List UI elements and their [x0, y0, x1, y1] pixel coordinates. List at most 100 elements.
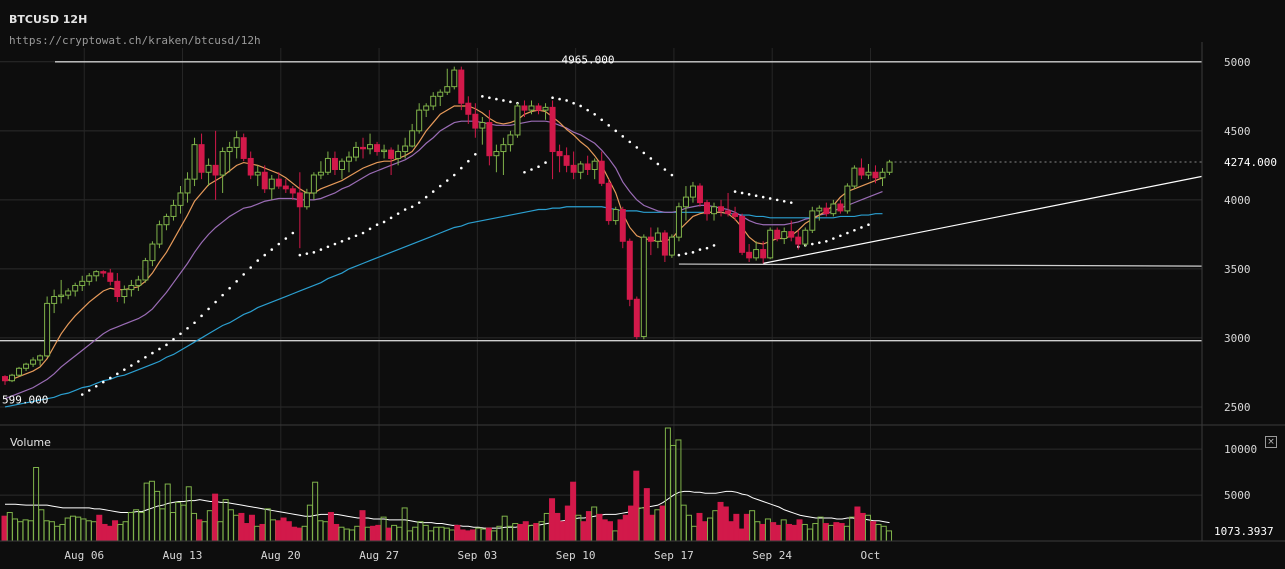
volume-bar — [522, 521, 529, 542]
volume-bar — [575, 514, 582, 542]
volume-bar — [270, 519, 277, 542]
volume-bar — [433, 526, 440, 542]
ema-mid-line — [4, 120, 883, 400]
candle-body — [732, 213, 739, 217]
volume-tick-label: 5000 — [1224, 489, 1251, 502]
date-tick-label: Aug 06 — [64, 549, 104, 562]
volume-bar — [43, 520, 50, 542]
candle-body — [577, 163, 584, 173]
volume-bar — [570, 481, 577, 542]
sar-dot — [207, 307, 210, 311]
candle-body — [254, 171, 261, 176]
sar-dot — [151, 351, 154, 355]
volume-bar — [506, 525, 513, 542]
candle-body — [486, 122, 493, 157]
volume-bar — [643, 488, 650, 542]
ema-slow-line — [4, 206, 883, 408]
sar-dot — [249, 266, 252, 269]
volume-bar — [1, 515, 8, 542]
volume-bar — [59, 523, 66, 542]
date-tick-label: Oct — [861, 549, 881, 562]
volume-bar — [554, 512, 561, 542]
candle-body — [381, 149, 388, 153]
candle-body — [556, 151, 563, 157]
volume-bar — [69, 515, 76, 542]
volume-bar — [580, 521, 587, 542]
volume-bar — [543, 512, 550, 542]
sar-dot — [270, 248, 274, 251]
volume-bar — [375, 524, 382, 542]
candle-body — [437, 91, 444, 97]
sar-dot — [340, 239, 344, 243]
candle-body — [472, 113, 479, 129]
volume-bar — [259, 523, 266, 542]
sar-dot — [754, 194, 758, 198]
volume-bar — [27, 520, 34, 542]
volume-bar — [238, 512, 245, 542]
volume-bar — [143, 482, 150, 542]
volume-bar — [738, 528, 745, 542]
volume-bar — [501, 515, 508, 542]
volume-bar — [654, 509, 661, 542]
volume-bar — [175, 501, 182, 542]
candle-body — [100, 271, 107, 274]
support-line-2 — [678, 263, 1203, 267]
sar-dot — [123, 368, 126, 371]
sar-dot — [747, 193, 751, 196]
volume-bar — [33, 467, 40, 542]
candle-body — [177, 192, 184, 206]
volume-bar — [164, 483, 171, 542]
candle-body — [718, 206, 725, 212]
sar-dot — [305, 252, 309, 256]
volume-bar — [480, 528, 487, 542]
close-volume-panel-button[interactable]: × — [1265, 436, 1277, 448]
volume-bar — [280, 517, 287, 542]
sar-dot — [621, 135, 625, 138]
volume-bar — [785, 523, 792, 542]
sar-dot — [368, 227, 372, 231]
volume-bar — [822, 523, 829, 542]
grid-lines — [0, 48, 1202, 541]
sar-dot — [733, 190, 737, 193]
date-tick-label: Sep 10 — [556, 549, 596, 562]
volume-bar — [517, 523, 524, 542]
volume-bar — [117, 523, 124, 542]
sar-dot — [221, 293, 224, 297]
volume-bar — [338, 526, 345, 542]
candle-body — [816, 207, 823, 212]
sar-dot — [284, 237, 288, 240]
sar-dot — [438, 184, 442, 188]
chart-source-url[interactable]: https://cryptowat.ch/kraken/btcusd/12h — [9, 34, 261, 47]
candle-body — [535, 105, 542, 111]
price-tick-label: 4000 — [1224, 194, 1251, 207]
sar-dot — [705, 246, 709, 250]
candle-body — [93, 271, 100, 277]
candle-body — [795, 236, 802, 245]
sar-dot — [846, 231, 849, 235]
ema-fast-line — [4, 105, 883, 382]
sar-dot — [768, 197, 772, 200]
sar-dot — [165, 343, 168, 347]
volume-bar — [401, 507, 408, 542]
volume-bar — [828, 524, 835, 542]
volume-bar — [722, 506, 729, 542]
sar-dot — [109, 376, 112, 380]
sar-dot — [818, 241, 821, 244]
sar-dot — [586, 108, 589, 112]
candlesticks — [2, 66, 893, 385]
candle-body — [107, 272, 114, 282]
volume-bar — [322, 521, 329, 542]
sar-dot — [537, 165, 540, 169]
candle-body — [184, 178, 191, 194]
candle-body — [788, 231, 795, 238]
volume-bar — [633, 470, 640, 542]
candle-body — [458, 69, 465, 104]
volume-bar — [406, 530, 413, 542]
volume-bar — [91, 521, 98, 542]
volume-bar — [670, 444, 677, 542]
candle-body — [675, 206, 682, 238]
sar-dot — [712, 244, 716, 247]
volume-bar — [264, 508, 271, 542]
candle-body — [781, 231, 788, 240]
sar-dot — [172, 338, 175, 341]
